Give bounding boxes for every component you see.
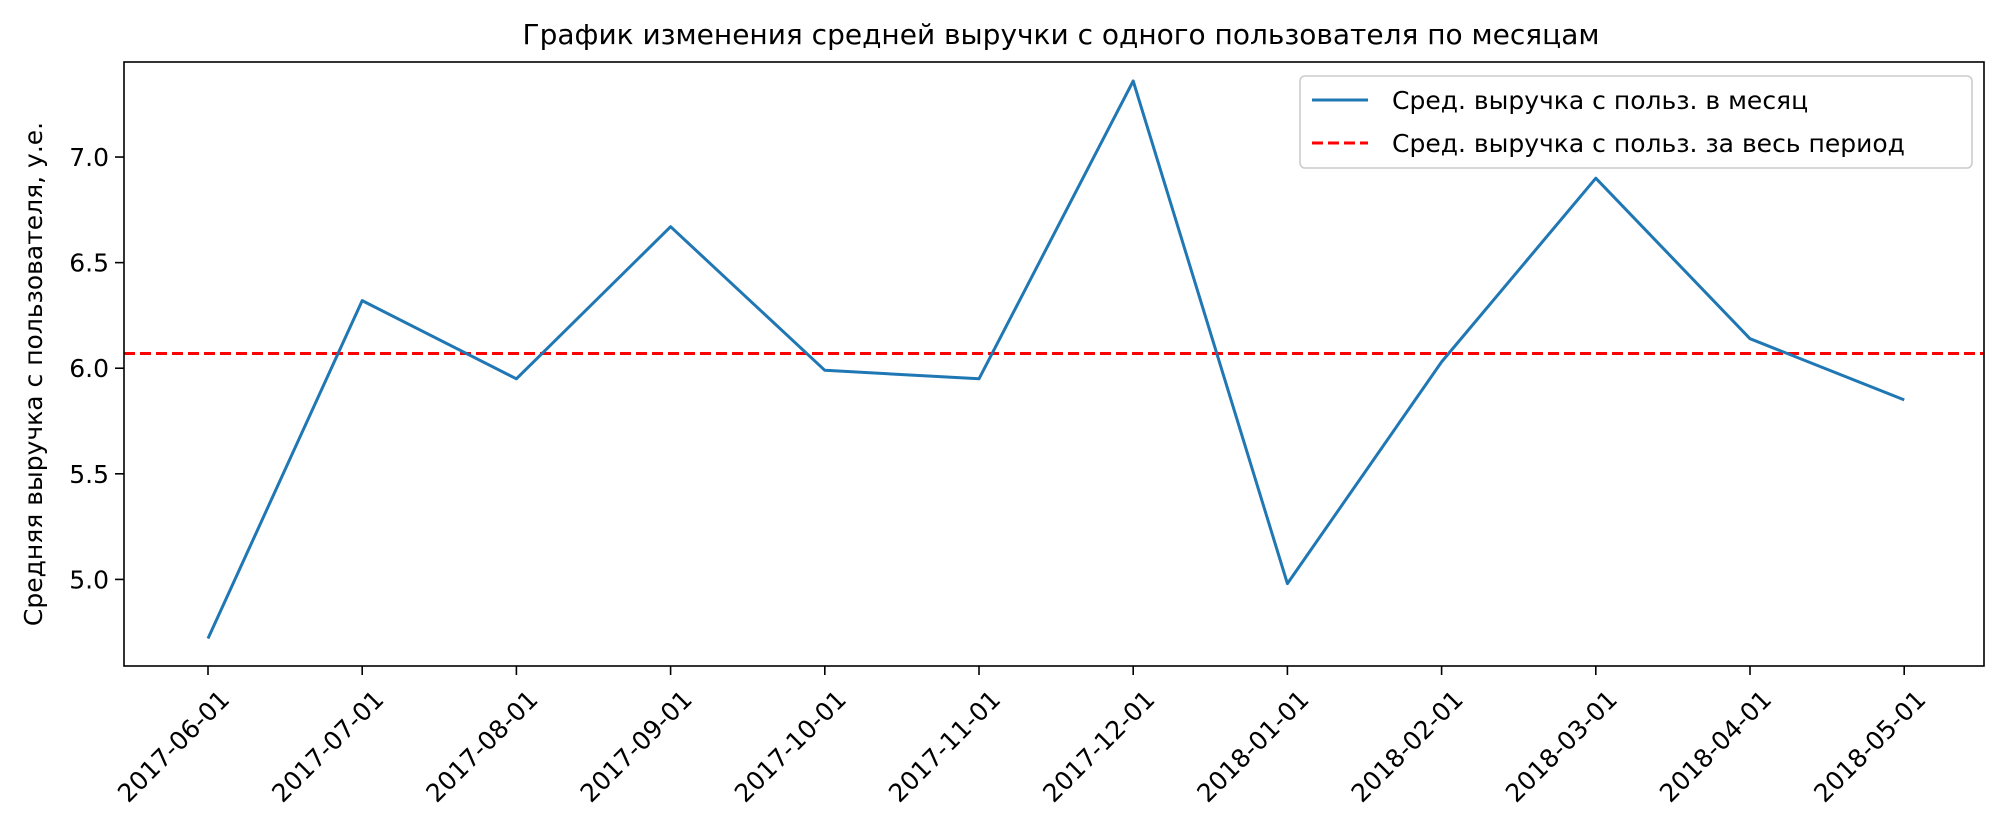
y-tick-label: 6.5 bbox=[69, 249, 109, 278]
chart-title: График изменения средней выручки с одног… bbox=[523, 18, 1600, 51]
y-tick-label: 5.0 bbox=[69, 565, 109, 594]
y-tick-label: 5.5 bbox=[69, 460, 109, 489]
plot-area bbox=[124, 79, 1984, 640]
y-tick-label: 7.0 bbox=[69, 143, 109, 172]
y-tick-label: 6.0 bbox=[69, 354, 109, 383]
legend: Сред. выручка с польз. в месяц Сред. выр… bbox=[1299, 75, 1973, 169]
y-axis-label: Средняя выручка с пользователя, у.е. bbox=[19, 122, 48, 626]
legend-box bbox=[1299, 75, 1973, 169]
legend-label: Сред. выручка с польз. в месяц bbox=[1392, 86, 1808, 115]
axes-frame bbox=[123, 61, 1985, 667]
legend-label: Сред. выручка с польз. за весь период bbox=[1392, 129, 1905, 158]
series-line bbox=[206, 79, 1905, 640]
